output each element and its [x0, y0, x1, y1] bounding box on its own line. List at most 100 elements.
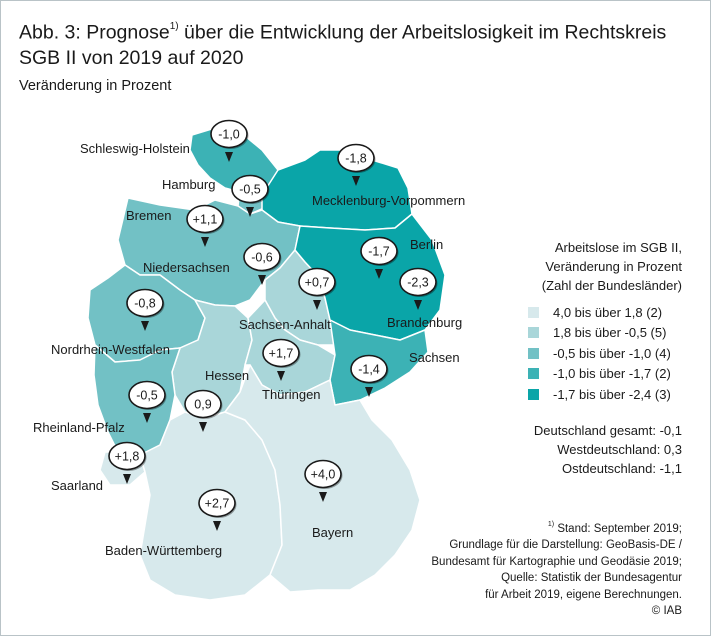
- value-marker-bayern: +4,0: [304, 459, 343, 502]
- total-germany: Deutschland gesamt: -0,1: [533, 423, 682, 438]
- value-label-hamburg: -0,5: [239, 183, 261, 197]
- value-marker-baden-wuerttemberg: +2,7: [198, 488, 237, 531]
- legend-item: -1,0 bis über -1,7 (2): [528, 364, 671, 385]
- pin-bubble: [126, 288, 164, 318]
- pin-bubble: [360, 236, 398, 266]
- legend-swatch: [528, 388, 539, 400]
- legend-item: 1,8 bis über -0,5 (5): [528, 323, 671, 344]
- total-west: Westdeutschland: 0,3: [557, 442, 682, 457]
- value-label-saarland: +1,8: [115, 450, 140, 464]
- pin-pointer: [319, 492, 327, 502]
- pin-pointer: [414, 300, 422, 310]
- value-marker-thueringen: +1,7: [262, 338, 301, 381]
- state-label-thueringen: Thüringen: [262, 387, 321, 402]
- value-label-schleswig-holstein: -1,0: [218, 128, 240, 142]
- state-label-bayern: Bayern: [312, 525, 353, 540]
- state-label-hamburg: Hamburg: [162, 177, 215, 192]
- value-marker-brandenburg: -2,3: [399, 267, 438, 310]
- pin-pointer: [123, 474, 131, 484]
- figure-title: Abb. 3: Prognose1) über die Entwicklung …: [19, 21, 667, 69]
- state-label-niedersachsen: Niedersachsen: [143, 260, 230, 275]
- pin-pointer: [352, 176, 360, 186]
- value-marker-berlin: -1,7: [360, 236, 399, 279]
- pin-bubble: [337, 143, 375, 173]
- state-label-nordrhein-westfalen: Nordrhein-Westfalen: [51, 342, 170, 357]
- legend-swatch: [528, 306, 539, 318]
- legend-swatch: [528, 327, 539, 339]
- source-note: 1) Stand: September 2019; Grundlage für …: [431, 521, 682, 618]
- pin-bubble: [262, 338, 300, 368]
- state-label-saarland: Saarland: [51, 478, 103, 493]
- state-label-hessen: Hessen: [205, 368, 249, 383]
- pin-pointer: [199, 422, 207, 432]
- pin-pointer: [225, 152, 233, 162]
- value-label-brandenburg: -2,3: [407, 276, 429, 290]
- state-label-mecklenburg-vorpommern: Mecklenburg-Vorpommern: [312, 193, 465, 208]
- pin-bubble: [399, 267, 437, 297]
- legend-swatch: [528, 347, 539, 359]
- pin-bubble: [184, 389, 222, 419]
- value-marker-sachsen-anhalt: +0,7: [298, 267, 337, 310]
- totals: Deutschland gesamt: -0,1 Westdeutschland…: [480, 421, 682, 478]
- figure-subtitle: Veränderung in Prozent: [19, 78, 172, 94]
- value-marker-hessen: 0,9: [184, 389, 223, 432]
- pin-pointer: [375, 269, 383, 279]
- state-label-rheinland-pfalz: Rheinland-Pfalz: [33, 420, 125, 435]
- value-marker-rheinland-pfalz: -0,5: [128, 380, 167, 423]
- state-label-bremen: Bremen: [126, 208, 172, 223]
- value-marker-nordrhein-westfalen: -0,8: [126, 288, 165, 331]
- state-label-schleswig-holstein: Schleswig-Holstein: [80, 141, 190, 156]
- pin-pointer: [365, 387, 373, 397]
- state-label-baden-wuerttemberg: Baden-Württemberg: [105, 543, 222, 558]
- pin-pointer: [313, 300, 321, 310]
- value-label-bremen: +1,1: [193, 213, 218, 227]
- pin-bubble: [298, 267, 336, 297]
- state-label-sachsen-anhalt: Sachsen-Anhalt: [239, 317, 331, 332]
- pin-bubble: [186, 204, 224, 234]
- value-label-niedersachsen: -0,6: [251, 251, 273, 265]
- state-label-sachsen: Sachsen: [409, 350, 460, 365]
- value-marker-niedersachsen: -0,6: [243, 242, 282, 285]
- value-marker-schleswig-holstein: -1,0: [210, 119, 249, 162]
- legend-swatch: [528, 368, 539, 380]
- region-mecklenburg-vorpommern: [261, 149, 413, 231]
- state-label-berlin: Berlin: [410, 237, 443, 252]
- pin-pointer: [201, 237, 209, 247]
- value-label-hessen: 0,9: [194, 398, 211, 412]
- pin-bubble: [243, 242, 281, 272]
- value-marker-bremen: +1,1: [186, 204, 225, 247]
- value-label-thueringen: +1,7: [269, 347, 294, 361]
- pin-pointer: [141, 321, 149, 331]
- value-label-mecklenburg-vorpommern: -1,8: [345, 152, 367, 166]
- total-east: Ostdeutschland: -1,1: [562, 461, 682, 476]
- legend-item: -0,5 bis über -1,0 (4): [528, 343, 671, 364]
- legend-item: 4,0 bis über 1,8 (2): [528, 302, 671, 323]
- pin-pointer: [143, 413, 151, 423]
- value-label-nordrhein-westfalen: -0,8: [134, 297, 156, 311]
- pin-bubble: [304, 459, 342, 489]
- state-label-brandenburg: Brandenburg: [387, 315, 462, 330]
- pin-bubble: [128, 380, 166, 410]
- value-label-rheinland-pfalz: -0,5: [136, 389, 158, 403]
- value-marker-sachsen: -1,4: [350, 354, 389, 397]
- legend-item: -1,7 bis über -2,4 (3): [528, 384, 671, 405]
- pin-pointer: [213, 521, 221, 531]
- pin-pointer: [246, 207, 254, 217]
- pin-bubble: [108, 441, 146, 471]
- pin-bubble: [231, 174, 269, 204]
- pin-pointer: [258, 275, 266, 285]
- legend: 4,0 bis über 1,8 (2) 1,8 bis über -0,5 (…: [528, 302, 671, 405]
- value-marker-saarland: +1,8: [108, 441, 147, 484]
- value-label-berlin: -1,7: [368, 245, 390, 259]
- value-label-sachsen-anhalt: +0,7: [305, 276, 330, 290]
- pin-bubble: [198, 488, 236, 518]
- value-label-bayern: +4,0: [311, 468, 336, 482]
- pin-pointer: [277, 371, 285, 381]
- pin-bubble: [350, 354, 388, 384]
- value-marker-mecklenburg-vorpommern: -1,8: [337, 143, 376, 186]
- pin-bubble: [210, 119, 248, 149]
- value-label-sachsen: -1,4: [358, 363, 380, 377]
- value-label-baden-wuerttemberg: +2,7: [205, 497, 230, 511]
- value-marker-hamburg: -0,5: [231, 174, 270, 217]
- legend-title: Arbeitslose im SGB II, Veränderung in Pr…: [541, 240, 682, 293]
